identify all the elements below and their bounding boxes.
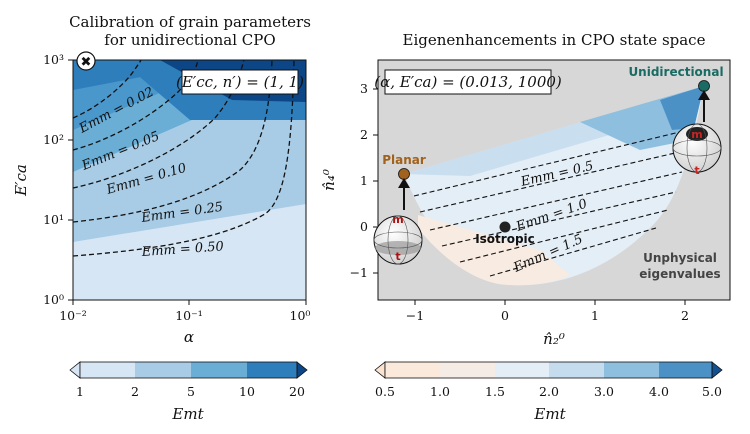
point-planar-label: Planar <box>382 153 426 167</box>
left-colorbar-extend-low <box>70 362 80 378</box>
left-cbar-tick: 1 <box>76 384 84 399</box>
right-colorbar-extend-low <box>375 362 385 378</box>
sphere-planar-t: t <box>395 250 400 263</box>
right-cbar-tick: 2.0 <box>539 384 559 399</box>
left-colorbar-segment <box>191 362 247 378</box>
left-cbar-tick: 20 <box>289 384 305 399</box>
point-unidirectional-marker <box>699 81 710 92</box>
left-cbar-tick: 2 <box>131 384 139 399</box>
right-x-ticklabel: 2 <box>681 308 689 323</box>
right-y-ticklabel: 3 <box>360 81 368 96</box>
right-y-ticklabel: 1 <box>360 173 368 188</box>
left-x-label: α <box>184 328 194 346</box>
right-x-label: n̂₂⁰ <box>543 330 565 348</box>
left-y-ticklabel: 10⁰ <box>43 292 64 307</box>
unphysical-label-line2: eigenvalues <box>639 267 720 281</box>
right-colorbar-segment <box>495 362 549 378</box>
left-y-ticklabel: 10² <box>43 132 64 147</box>
left-title-line2: for unidirectional CPO <box>104 31 275 49</box>
right-colorbar-segment <box>549 362 604 378</box>
right-x-axis: −1 0 1 2 n̂₂⁰ <box>406 300 689 348</box>
right-cbar-tick: 1.5 <box>485 384 505 399</box>
left-y-label: E′ca <box>12 164 30 197</box>
right-colorbar: 0.5 1.0 1.5 2.0 3.0 4.0 5.0 Emt <box>375 362 722 423</box>
left-colorbar-segment <box>80 362 135 378</box>
right-y-ticklabel: −1 <box>350 265 368 280</box>
right-colorbar-segment <box>604 362 659 378</box>
left-colorbar-segment <box>135 362 191 378</box>
right-y-axis: −1 0 1 2 3 n̂₄⁰ <box>320 81 378 280</box>
right-cbar-tick: 0.5 <box>375 384 395 399</box>
point-planar-marker <box>399 169 410 180</box>
point-isotropic-marker <box>500 222 511 233</box>
figure: Calibration of grain parameters for unid… <box>0 0 750 434</box>
left-x-ticklabel: 10⁰ <box>290 308 311 323</box>
right-cbar-tick: 5.0 <box>702 384 722 399</box>
sphere-planar-m: m <box>392 213 403 226</box>
sphere-uni-m: m <box>691 128 702 141</box>
left-colorbar-segment <box>247 362 297 378</box>
left-marker: ✖ <box>77 52 95 70</box>
sphere-uni-t: t <box>694 164 699 177</box>
right-cbar-tick: 4.0 <box>649 384 669 399</box>
point-unidirectional-label: Unidirectional <box>628 65 723 79</box>
left-colorbar-extend-high <box>297 362 307 378</box>
unphysical-label-line1: Unphysical <box>643 251 717 265</box>
right-cbar-tick: 3.0 <box>594 384 614 399</box>
left-colorbar: 1 2 5 10 20 Emt <box>70 362 307 423</box>
right-x-ticklabel: −1 <box>406 308 424 323</box>
right-x-ticklabel: 0 <box>501 308 509 323</box>
left-y-ticklabel: 10¹ <box>43 212 64 227</box>
right-cbar-tick: 1.0 <box>430 384 450 399</box>
left-cbar-tick: 5 <box>187 384 195 399</box>
right-colorbar-label: Emt <box>533 405 566 423</box>
right-x-ticklabel: 1 <box>591 308 599 323</box>
right-title: Eigenenhancements in CPO state space <box>403 31 706 49</box>
left-annotation: (E′cc, n′) = (1, 1) <box>176 73 304 91</box>
right-colorbar-segment <box>659 362 712 378</box>
right-colorbar-segment <box>440 362 495 378</box>
marker-symbol: ✖ <box>81 55 92 70</box>
right-y-label: n̂₄⁰ <box>320 169 338 191</box>
left-x-ticklabel: 10⁻² <box>59 308 87 323</box>
left-y-axis: 10⁰ 10¹ 10² 10³ E′ca <box>12 52 73 307</box>
right-y-ticklabel: 0 <box>360 219 368 234</box>
left-colorbar-label: Emt <box>171 405 204 423</box>
left-x-ticklabel: 10⁻¹ <box>175 308 203 323</box>
right-colorbar-segment <box>385 362 440 378</box>
right-colorbar-extend-high <box>712 362 722 378</box>
left-y-ticklabel: 10³ <box>43 52 64 67</box>
point-isotropic-label: Isotropic <box>475 232 535 246</box>
left-cbar-tick: 10 <box>239 384 255 399</box>
left-title-line1: Calibration of grain parameters <box>69 13 311 31</box>
left-x-axis: 10⁻² 10⁻¹ 10⁰ α <box>59 300 310 346</box>
right-annotation: (α, E′ca) = (0.013, 1000) <box>374 73 562 91</box>
right-y-ticklabel: 2 <box>360 127 368 142</box>
